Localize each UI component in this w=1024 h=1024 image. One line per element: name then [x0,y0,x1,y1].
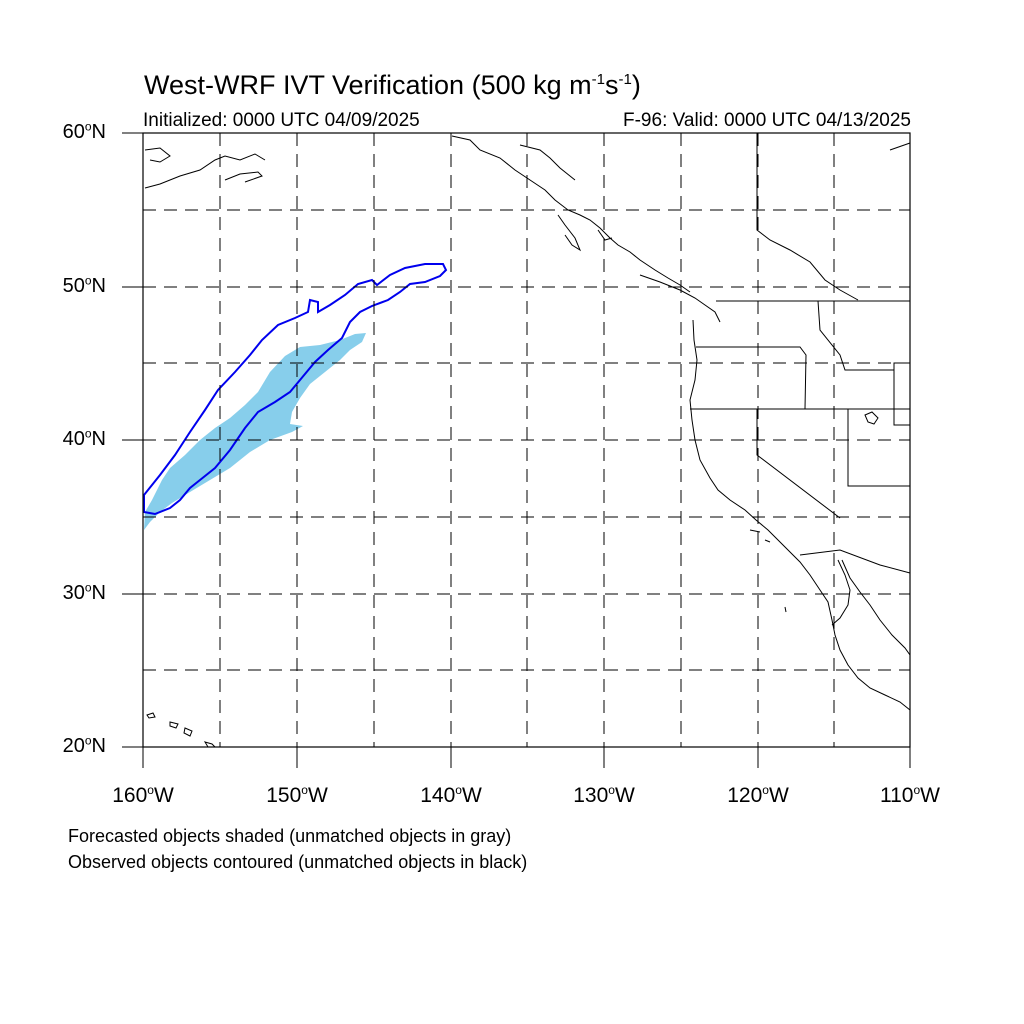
axis-ticks [122,132,911,768]
lat-label-40n: 40oN [62,426,106,450]
graticule [143,133,910,747]
observed-contour [143,263,448,516]
lat-label-50n: 50oN [62,273,106,297]
observed-note: Observed objects contoured (unmatched ob… [68,852,528,872]
lon-label-120w: 120oW [727,783,789,807]
lon-label-140w: 140oW [420,783,482,807]
valid-time: F-96: Valid: 0000 UTC 04/13/2025 [623,110,911,131]
forecast-note: Forecasted objects shaded (unmatched obj… [68,826,512,846]
initialized-time: Initialized: 0000 UTC 04/09/2025 [143,110,420,131]
lon-label-150w: 150oW [266,783,328,807]
map-title: West-WRF IVT Verification (500 kg m-1s-1… [144,70,641,100]
lon-label-130w: 130oW [573,783,635,807]
lon-label-110w: 110oW [880,783,940,807]
lat-label-60n: 60oN [62,119,106,143]
lon-label-160w: 160oW [112,783,174,807]
coastlines [144,133,911,748]
lat-label-20n: 20oN [62,733,106,757]
lat-label-30n: 30oN [62,580,106,604]
